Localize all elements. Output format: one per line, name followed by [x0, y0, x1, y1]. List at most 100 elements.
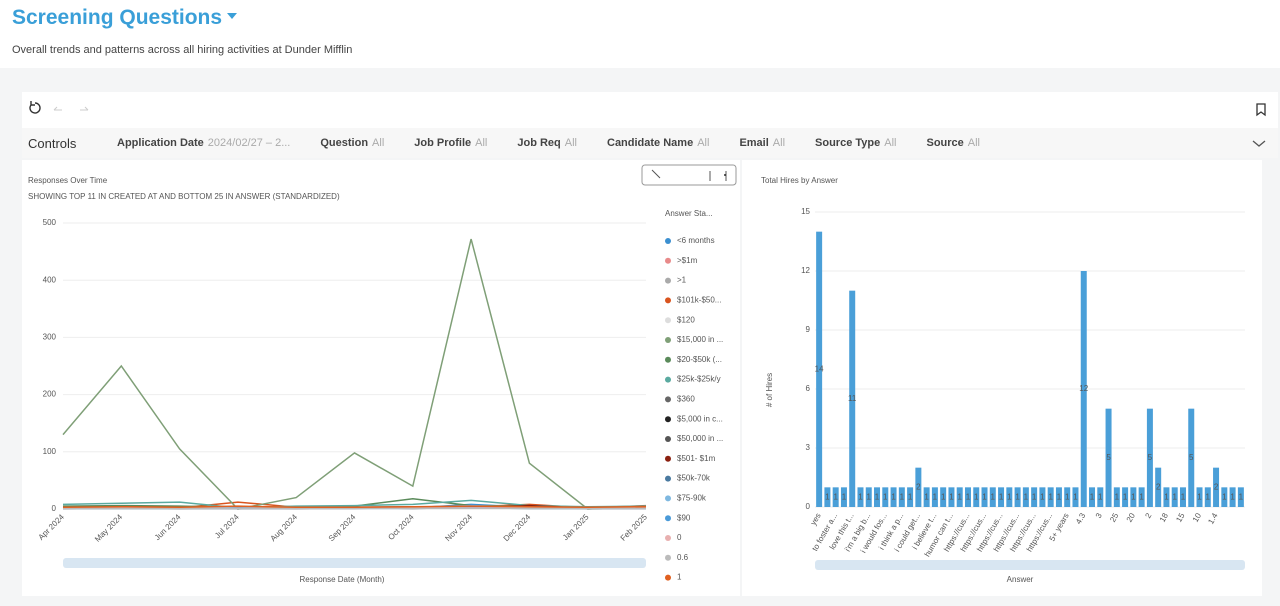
bar-value-label: 1	[1040, 492, 1045, 501]
scrollbar	[63, 558, 646, 568]
bar-value-label: 2	[1214, 482, 1219, 491]
legend-dot	[665, 337, 671, 343]
filter[interactable]: Job Profile All	[414, 137, 487, 149]
bar-value-label: 1	[875, 492, 880, 501]
legend-label: $50k-70k	[677, 474, 711, 483]
filter[interactable]: Candidate Name All	[607, 137, 709, 149]
legend-dot	[665, 574, 671, 581]
bar	[816, 231, 823, 507]
bar-value-label: 1	[900, 492, 905, 501]
bar-value-label: 1	[1073, 492, 1078, 501]
filter-value: All	[697, 137, 710, 149]
filter[interactable]: Email All	[739, 137, 785, 149]
line-series	[62, 505, 647, 509]
bar	[1105, 408, 1112, 507]
filter-value: All	[564, 137, 577, 149]
bar	[973, 487, 980, 507]
legend-label: $90	[677, 513, 691, 522]
filter[interactable]: Question All	[320, 137, 384, 149]
filter-value: All	[967, 137, 981, 149]
bar	[874, 487, 881, 507]
bar	[940, 487, 947, 507]
bookmark-icon[interactable]	[1256, 103, 1266, 117]
legend-dot	[665, 515, 671, 522]
y-tick-label: 6	[806, 384, 811, 393]
bar-value-label: 5	[1106, 453, 1111, 462]
line-chart: Responses Over Time SHOWING TOP 11 IN CRE…	[22, 160, 740, 596]
bar	[1097, 487, 1104, 507]
x-tick-label: 2	[1143, 511, 1153, 520]
bar	[882, 487, 889, 507]
bar	[1006, 487, 1013, 507]
legend-dot	[665, 317, 671, 324]
legend-dot	[665, 277, 671, 284]
y-axis-label: # of Hires	[765, 373, 774, 407]
x-tick-label: Jan 2025	[561, 512, 591, 542]
bar	[1055, 487, 1062, 507]
y-tick-label: 12	[801, 266, 810, 275]
x-tick-label: Feb 2025	[619, 512, 650, 543]
bar-value-label: 1	[1015, 492, 1020, 501]
x-tick-label: 25	[1108, 511, 1121, 524]
filter-name: Source Type	[815, 137, 881, 149]
bar-value-label: 1	[1139, 492, 1144, 501]
filter[interactable]: Source Type All	[815, 137, 896, 149]
filter[interactable]: Source All	[926, 137, 980, 149]
toolbar	[22, 92, 1278, 128]
undo-icon[interactable]	[53, 106, 62, 111]
legend-dot	[665, 356, 671, 363]
toolbar-icons	[29, 101, 1266, 117]
filter-name: Application Date	[117, 137, 204, 149]
redo-icon[interactable]	[80, 106, 89, 111]
legend-dot	[665, 416, 671, 423]
controls-label: Controls	[28, 136, 77, 151]
bar	[898, 487, 905, 507]
x-tick-label: Apr 2024	[37, 512, 67, 542]
y-tick-label: 0	[52, 504, 57, 513]
filter-value: All	[475, 137, 488, 149]
legend-dot	[665, 436, 671, 442]
bar	[840, 487, 847, 507]
bar	[1014, 487, 1021, 507]
x-tick-label: 4.3	[1074, 511, 1088, 526]
y-tick-label: 500	[43, 218, 57, 227]
bar	[915, 467, 922, 507]
x-tick-label: 1.4	[1206, 511, 1220, 526]
filter[interactable]: Job Req All	[517, 137, 577, 149]
bar-value-label: 1	[1057, 492, 1062, 501]
filter[interactable]: Application Date 2024/02/27 – 2...	[117, 137, 290, 149]
page-title[interactable]: Screening Questions	[12, 6, 237, 30]
legend-label: 0	[677, 533, 682, 542]
filter-name: Question	[320, 137, 369, 149]
bar-value-label: 1	[924, 492, 929, 501]
legend-label: $5,000 in c...	[677, 414, 723, 423]
bar	[907, 487, 914, 507]
chart-subtitle: SHOWING TOP 11 IN CREATED AT AND BOTTOM …	[28, 192, 340, 201]
legend-dot	[665, 238, 671, 244]
legend-label: $101k-$50...	[677, 296, 721, 305]
expand-icon[interactable]	[1250, 134, 1270, 154]
chart-title: Responses Over Time	[28, 176, 108, 185]
bar	[865, 487, 872, 507]
legend-label: $75-90k	[677, 494, 707, 503]
bar	[1221, 487, 1228, 507]
bar-value-label: 1	[908, 492, 913, 501]
reset-icon[interactable]	[29, 101, 41, 114]
y-tick-label: 300	[43, 333, 57, 342]
bar-value-label: 1	[883, 492, 888, 501]
bar-value-label: 1	[1239, 492, 1244, 501]
x-tick-label: 15	[1174, 511, 1187, 524]
bar-value-label: 1	[1197, 492, 1202, 501]
legend-label: $501- $1m	[677, 454, 716, 463]
x-tick-label: May 2024	[93, 512, 125, 544]
bar	[1022, 487, 1029, 507]
filter-name: Job Req	[517, 137, 561, 149]
filter-name: Job Profile	[414, 137, 472, 149]
legend-dot	[665, 396, 671, 403]
header: Screening Questions Overall trends and p…	[0, 0, 1280, 68]
chart-menu[interactable]	[641, 164, 737, 186]
bar	[1072, 487, 1079, 507]
bar-value-label: 1	[1206, 492, 1211, 501]
